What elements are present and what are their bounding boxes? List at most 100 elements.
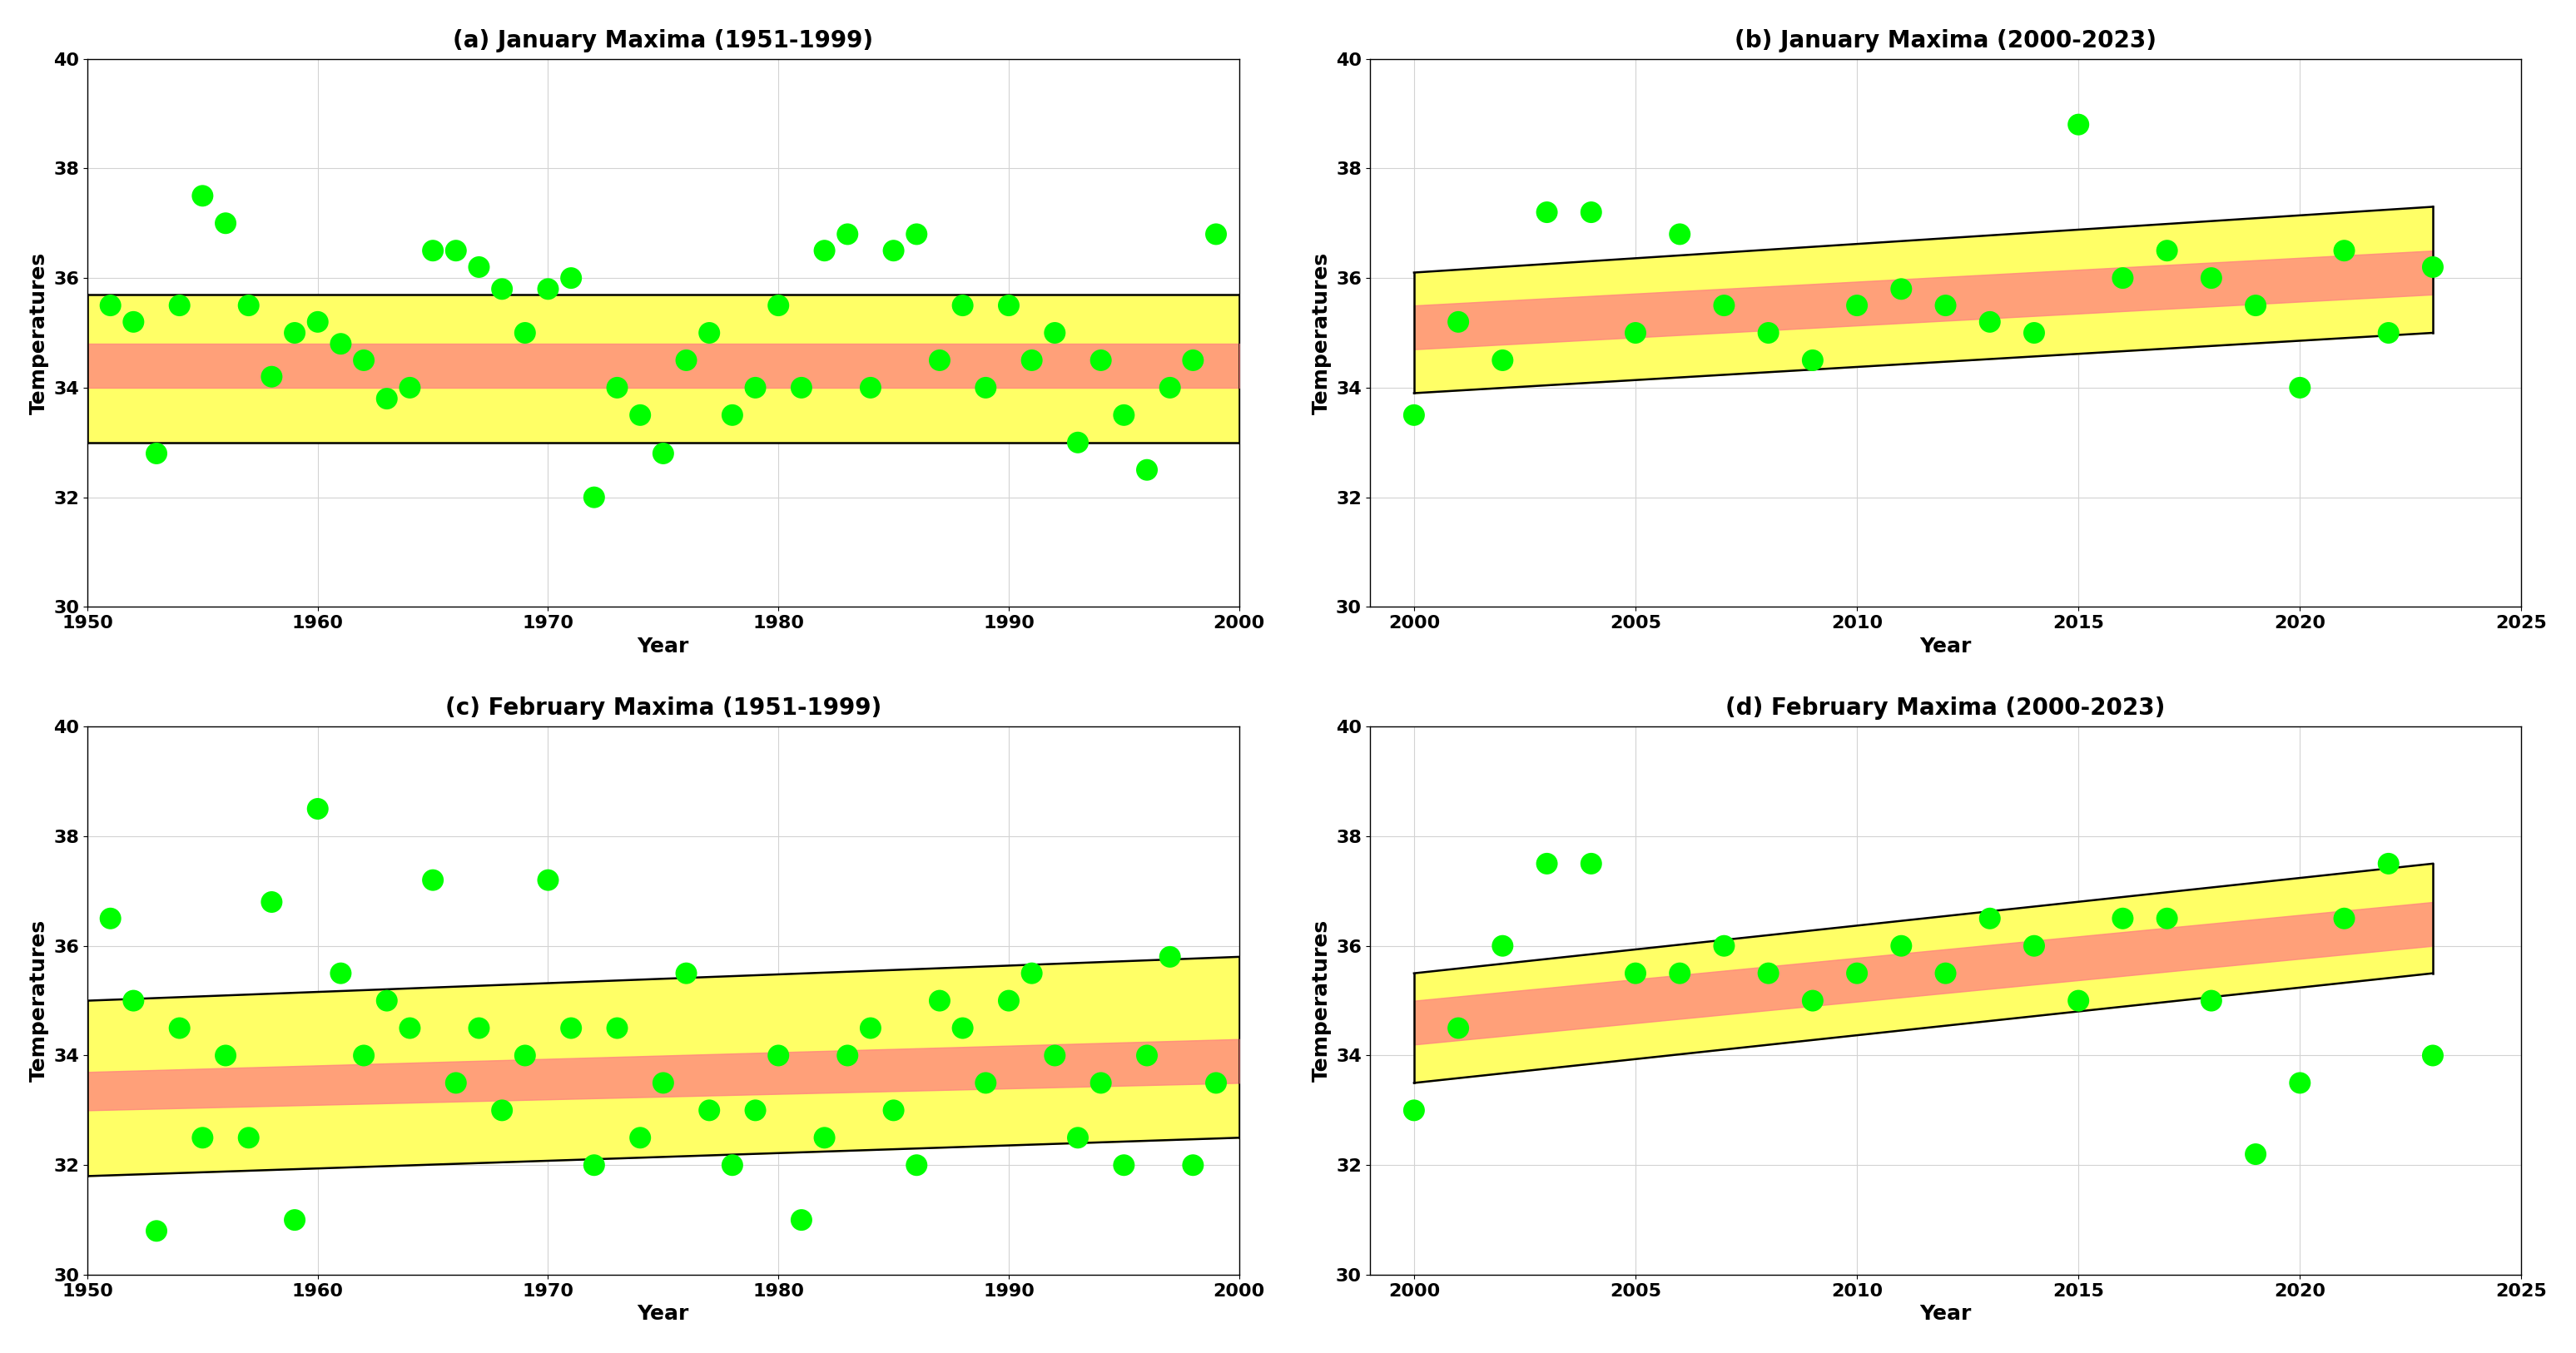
Point [229,295,270,317]
Point [2058,114,2099,135]
Point [137,442,178,464]
Point [2280,377,2321,399]
Point [113,990,155,1012]
Point [574,487,616,509]
Point [873,1100,914,1122]
Point [1528,202,1569,223]
Point [850,1017,891,1039]
Point [160,1017,201,1039]
Point [1924,962,1965,984]
Point [641,1072,683,1093]
Point [366,990,407,1012]
Point [781,1210,822,1231]
Point [827,223,868,245]
Point [206,1045,247,1066]
Point [2146,908,2187,930]
Point [1437,311,1479,333]
Point [2236,1143,2277,1165]
Point [1793,349,1834,371]
Point [1149,377,1190,399]
Point [665,962,706,984]
Point [2102,908,2143,930]
Point [2367,322,2409,344]
Point [966,377,1007,399]
Point [528,279,569,300]
Point [665,349,706,371]
Point [273,1210,314,1231]
Point [943,1017,984,1039]
Point [2190,267,2231,288]
Point [90,295,131,317]
Point [1012,962,1054,984]
Point [160,295,201,317]
Point [482,279,523,300]
Point [1079,349,1121,371]
X-axis label: Year: Year [636,1304,690,1325]
Point [757,295,799,317]
Y-axis label: Temperatures: Temperatures [28,920,49,1082]
Point [459,256,500,277]
Point [1747,962,1788,984]
Point [183,1127,224,1149]
Point [296,311,337,333]
Point [1394,405,1435,426]
Point [850,377,891,399]
Point [598,377,639,399]
Point [1079,1072,1121,1093]
Point [1615,962,1656,984]
Point [412,239,453,261]
Point [989,990,1030,1012]
Point [319,962,361,984]
Point [1659,223,1700,245]
Point [734,377,775,399]
Point [2236,295,2277,317]
X-axis label: Year: Year [1919,636,1971,656]
Point [1571,202,1613,223]
Point [137,1220,178,1242]
Point [113,311,155,333]
Point [1880,279,1922,300]
Point [1880,935,1922,957]
Point [482,1100,523,1122]
Point [2058,990,2099,1012]
Point [1528,852,1569,874]
Point [1056,432,1097,453]
Point [711,1154,752,1176]
Point [1837,295,1878,317]
Point [389,1017,430,1039]
Point [2014,322,2056,344]
Point [206,212,247,234]
Point [229,1127,270,1149]
Point [2411,1045,2452,1066]
Point [2411,256,2452,277]
Title: (b) January Maxima (2000-2023): (b) January Maxima (2000-2023) [1734,28,2156,53]
Point [505,322,546,344]
Point [2014,935,2056,957]
Point [1703,295,1744,317]
Point [1149,946,1190,967]
Point [1103,405,1144,426]
Point [1126,1045,1167,1066]
Point [688,322,729,344]
Point [827,1045,868,1066]
X-axis label: Year: Year [1919,1304,1971,1325]
Point [920,990,961,1012]
Point [734,1100,775,1122]
Point [2367,852,2409,874]
Point [2324,908,2365,930]
Point [435,1072,477,1093]
Point [1126,459,1167,480]
Point [1968,908,2009,930]
Point [1103,1154,1144,1176]
Point [804,239,845,261]
Point [250,892,291,913]
Point [757,1045,799,1066]
Point [896,1154,938,1176]
Point [920,349,961,371]
Point [2146,239,2187,261]
Point [574,1154,616,1176]
Point [711,405,752,426]
Title: (d) February Maxima (2000-2023): (d) February Maxima (2000-2023) [1726,697,2166,720]
Point [873,239,914,261]
Point [1571,852,1613,874]
